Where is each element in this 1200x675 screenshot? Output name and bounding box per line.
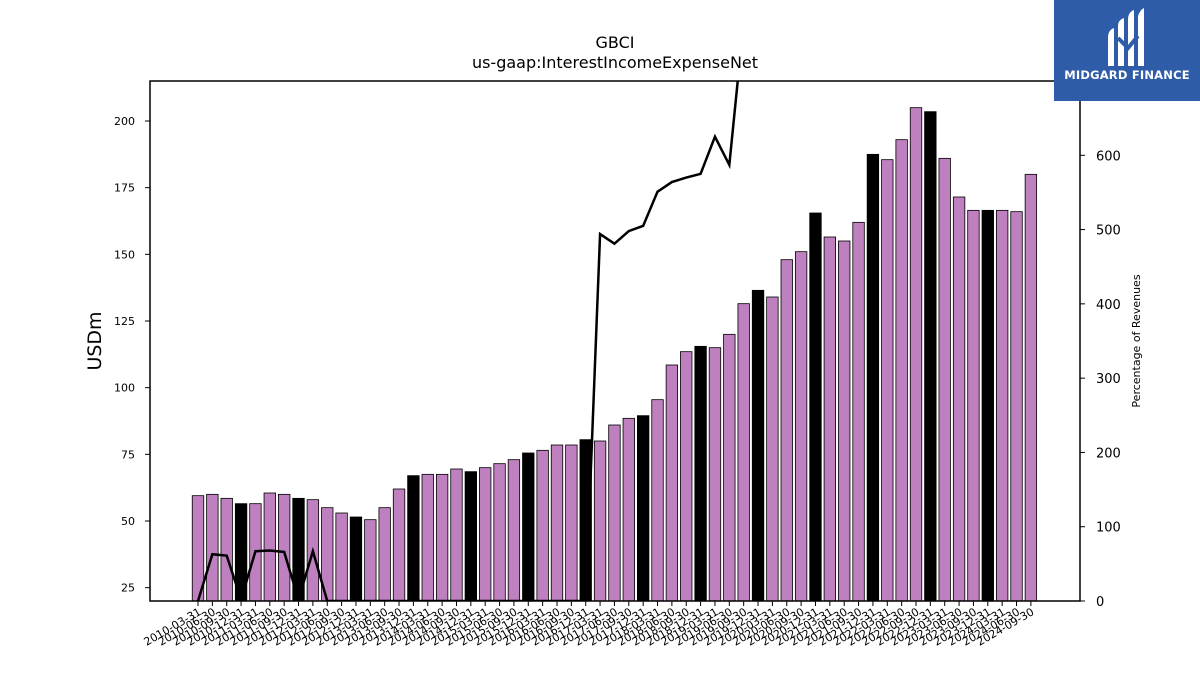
y2-tick-label: 100	[1096, 521, 1121, 536]
bar	[220, 497, 233, 601]
bar	[206, 493, 219, 601]
bar	[909, 107, 923, 601]
bars-layer	[191, 107, 1038, 601]
bar	[493, 463, 506, 601]
bar	[751, 289, 765, 601]
line-layer	[196, 81, 739, 601]
bar	[723, 333, 736, 601]
bar	[866, 153, 880, 601]
y-tick-label: 175	[114, 182, 135, 195]
y2-tick-label: 400	[1096, 298, 1121, 313]
bar	[579, 439, 592, 601]
bar	[622, 417, 635, 601]
y-tick-label: 100	[114, 382, 135, 395]
y2-tick-label: 600	[1096, 149, 1121, 164]
bar	[565, 444, 578, 601]
logo-text: MIDGARD FINANCE	[1064, 68, 1190, 82]
bar	[952, 196, 966, 601]
bar	[895, 139, 908, 601]
y2-tick-label: 500	[1096, 224, 1121, 239]
bar	[938, 157, 951, 601]
bar	[852, 221, 865, 601]
y2-tick-label: 300	[1096, 372, 1121, 387]
bar	[191, 495, 205, 601]
bar	[536, 449, 549, 601]
bar	[637, 415, 650, 601]
bar	[981, 209, 994, 601]
bar	[838, 240, 851, 601]
y-tick-label: 50	[121, 515, 135, 528]
bar	[823, 236, 836, 601]
bar	[263, 492, 276, 601]
bar	[996, 209, 1009, 601]
y-tick-label: 200	[114, 115, 135, 128]
bar	[464, 471, 477, 601]
bar	[780, 259, 793, 601]
bar	[421, 473, 434, 601]
bar	[450, 468, 463, 601]
bar	[550, 444, 564, 601]
bar	[967, 209, 980, 601]
bar	[278, 493, 291, 601]
bar	[507, 459, 521, 601]
y-tick-label: 150	[114, 248, 135, 261]
bar	[1024, 173, 1038, 601]
bar	[522, 452, 535, 601]
y2-tick-label: 200	[1096, 446, 1121, 461]
bar	[924, 111, 937, 601]
bar	[234, 503, 248, 601]
series-line	[196, 81, 739, 601]
y-tick-label: 125	[114, 315, 135, 328]
bar	[1010, 211, 1023, 601]
bar	[737, 303, 750, 601]
left-axis: 25 50 75 100 125 150 175 200	[114, 115, 150, 595]
bar	[708, 347, 722, 601]
bar	[378, 507, 391, 601]
logo-mark-icon	[1108, 8, 1144, 66]
right-axis: 0100200300400500600700	[1080, 75, 1121, 610]
chart-subtitle: us-gaap:InterestIncomeExpenseNet	[472, 53, 758, 72]
bar	[794, 251, 808, 601]
y2-axis-label: Percentage of Revenues	[1130, 274, 1143, 407]
chart-title: GBCI	[596, 33, 635, 52]
bar	[766, 296, 779, 601]
bar	[608, 424, 621, 601]
bar	[407, 475, 420, 601]
bar	[665, 364, 679, 601]
x-axis: 2010-03-312010-06-302010-09-302010-12-31…	[142, 601, 1036, 649]
bar	[694, 345, 707, 601]
bar	[335, 512, 348, 601]
bar	[680, 351, 693, 601]
bar	[435, 473, 449, 601]
bar	[881, 159, 894, 601]
y-tick-label: 25	[121, 582, 135, 595]
bar	[392, 488, 406, 601]
bar	[809, 212, 822, 601]
bar	[479, 467, 492, 601]
midgard-finance-logo: MIDGARD FINANCE	[1054, 0, 1200, 101]
bar	[593, 440, 607, 601]
y2-tick-label: 0	[1096, 595, 1104, 610]
y-axis-label: USDm	[84, 311, 106, 370]
bar	[364, 519, 377, 601]
y-tick-label: 75	[121, 448, 135, 461]
bar	[349, 516, 363, 601]
bar	[651, 399, 664, 601]
plot-frame	[149, 80, 1081, 602]
bar	[321, 507, 334, 601]
